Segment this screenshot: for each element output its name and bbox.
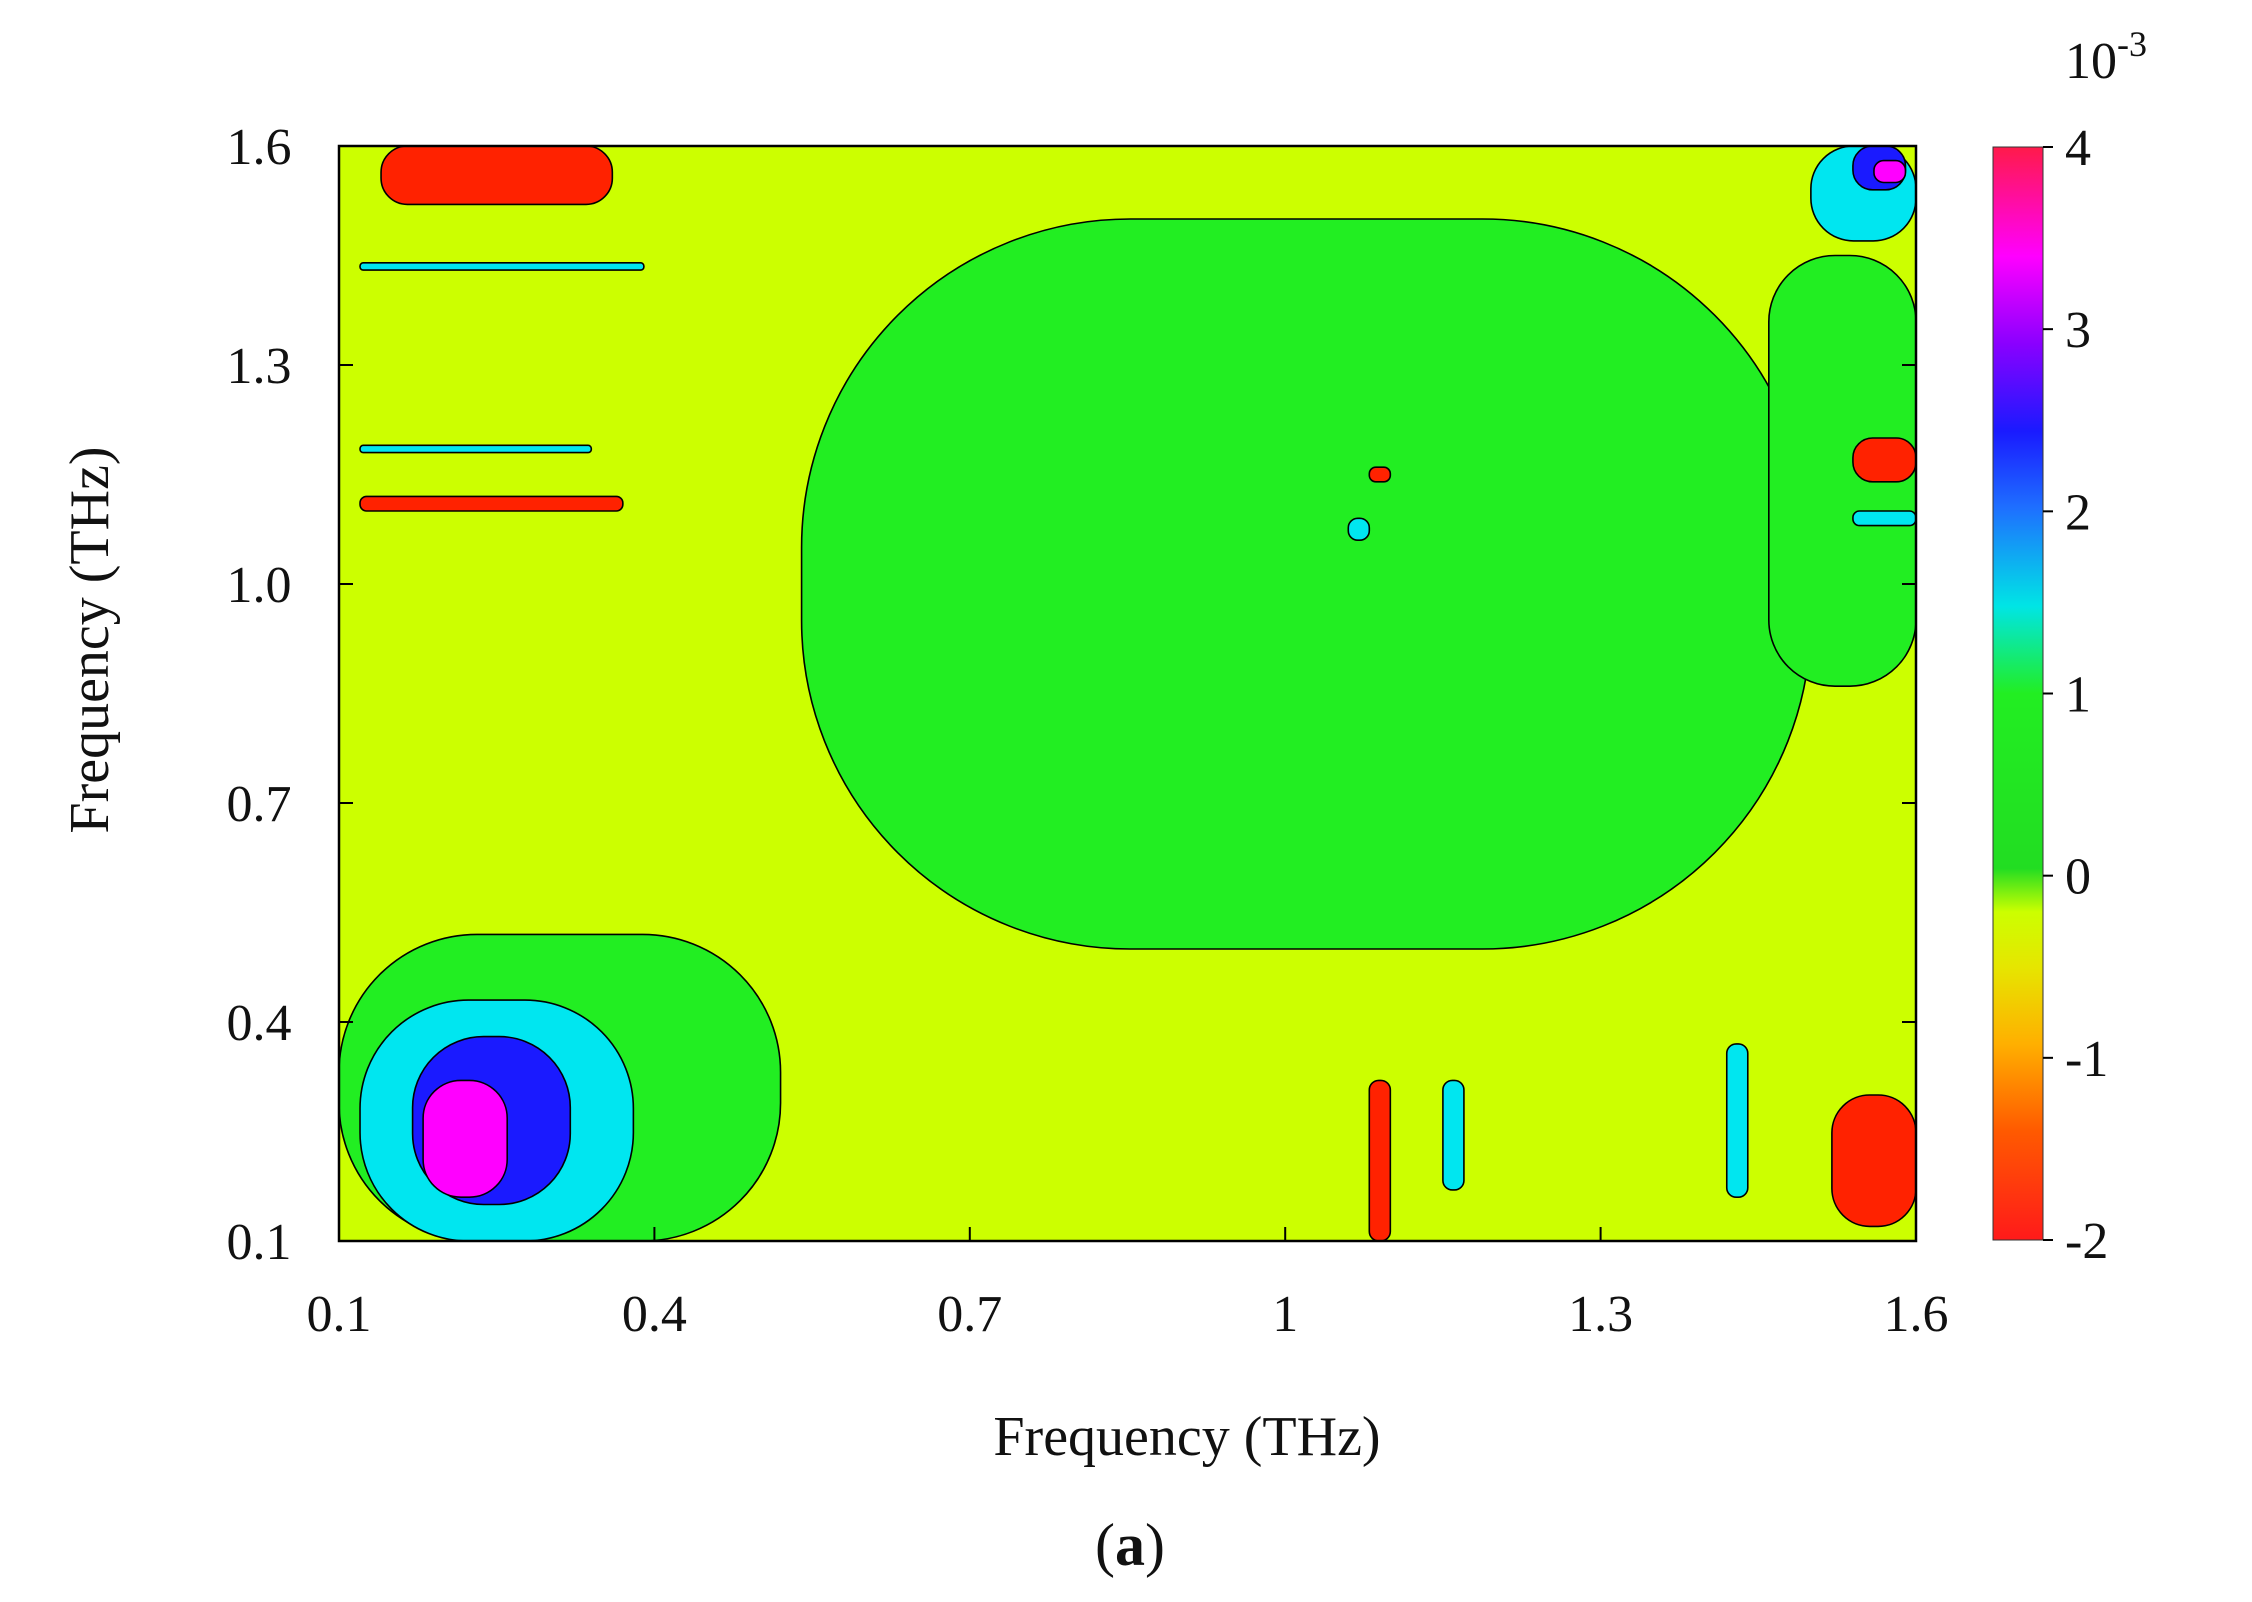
heatmap-region	[359, 261, 645, 271]
x-tick-label: 0.1	[307, 1286, 372, 1343]
plot-area	[339, 146, 1916, 1241]
y-tick-label: 1.6	[227, 119, 292, 176]
colorbar-tick-label: 4	[2065, 120, 2091, 177]
colorbar: -2 -1 0 1 2 3 4 10-3	[1992, 24, 2147, 1270]
y-axis: 0.1 0.4 0.7 1.0 1.3 1.6	[227, 119, 1916, 1271]
x-tick-label: 0.4	[622, 1286, 687, 1343]
y-axis-title: Frequency (THz)	[59, 446, 121, 833]
colorbar-tick-label: 3	[2065, 302, 2091, 359]
heatmap-region	[1347, 517, 1371, 541]
y-tick-label: 1.3	[227, 338, 292, 395]
colorbar-tick-label: -2	[2065, 1213, 2108, 1270]
colorbar-tick-label: 0	[2065, 849, 2091, 906]
colorbar-exponent-power: -3	[2117, 24, 2147, 64]
x-axis: 0.1 0.4 0.7 1 1.3 1.6	[307, 1227, 1949, 1343]
heatmap-region	[1873, 159, 1907, 184]
heatmap-region	[1831, 1094, 1916, 1228]
heatmap-region	[1768, 254, 1916, 687]
colorbar-tick-label: 2	[2065, 484, 2091, 541]
heatmap-region	[1442, 1079, 1465, 1191]
y-tick-label: 0.7	[227, 776, 292, 833]
x-tick-label: 1.6	[1884, 1286, 1949, 1343]
colorbar-gradient	[1992, 146, 2044, 1241]
y-tick-label: 1.0	[227, 557, 292, 614]
x-tick-label: 1	[1272, 1286, 1298, 1343]
heatmap-region	[1852, 437, 1916, 483]
heatmap-region	[380, 146, 614, 206]
panel-label: (a)	[1095, 1512, 1165, 1578]
colorbar-tick-label: 1	[2065, 667, 2091, 724]
x-tick-label: 1.3	[1568, 1286, 1633, 1343]
heatmap-region	[359, 444, 593, 454]
colorbar-exponent: 10-3	[2065, 24, 2147, 90]
heatmap-region	[422, 1079, 509, 1199]
heatmap-region	[1368, 466, 1392, 483]
heatmap-region	[1852, 510, 1916, 527]
heatmap-region	[800, 218, 1812, 950]
x-tick-label: 0.7	[937, 1286, 1002, 1343]
heatmap-region	[359, 495, 624, 512]
colorbar-tick-label: -1	[2065, 1031, 2108, 1088]
plot-frame	[337, 144, 1918, 1243]
heatmap-region	[1368, 1079, 1392, 1241]
x-axis-title: Frequency (THz)	[993, 1406, 1380, 1468]
colorbar-exponent-base: 10	[2065, 33, 2117, 90]
heatmap-region	[1725, 1043, 1749, 1199]
y-tick-label: 0.4	[227, 995, 292, 1052]
y-tick-label: 0.1	[227, 1214, 292, 1271]
